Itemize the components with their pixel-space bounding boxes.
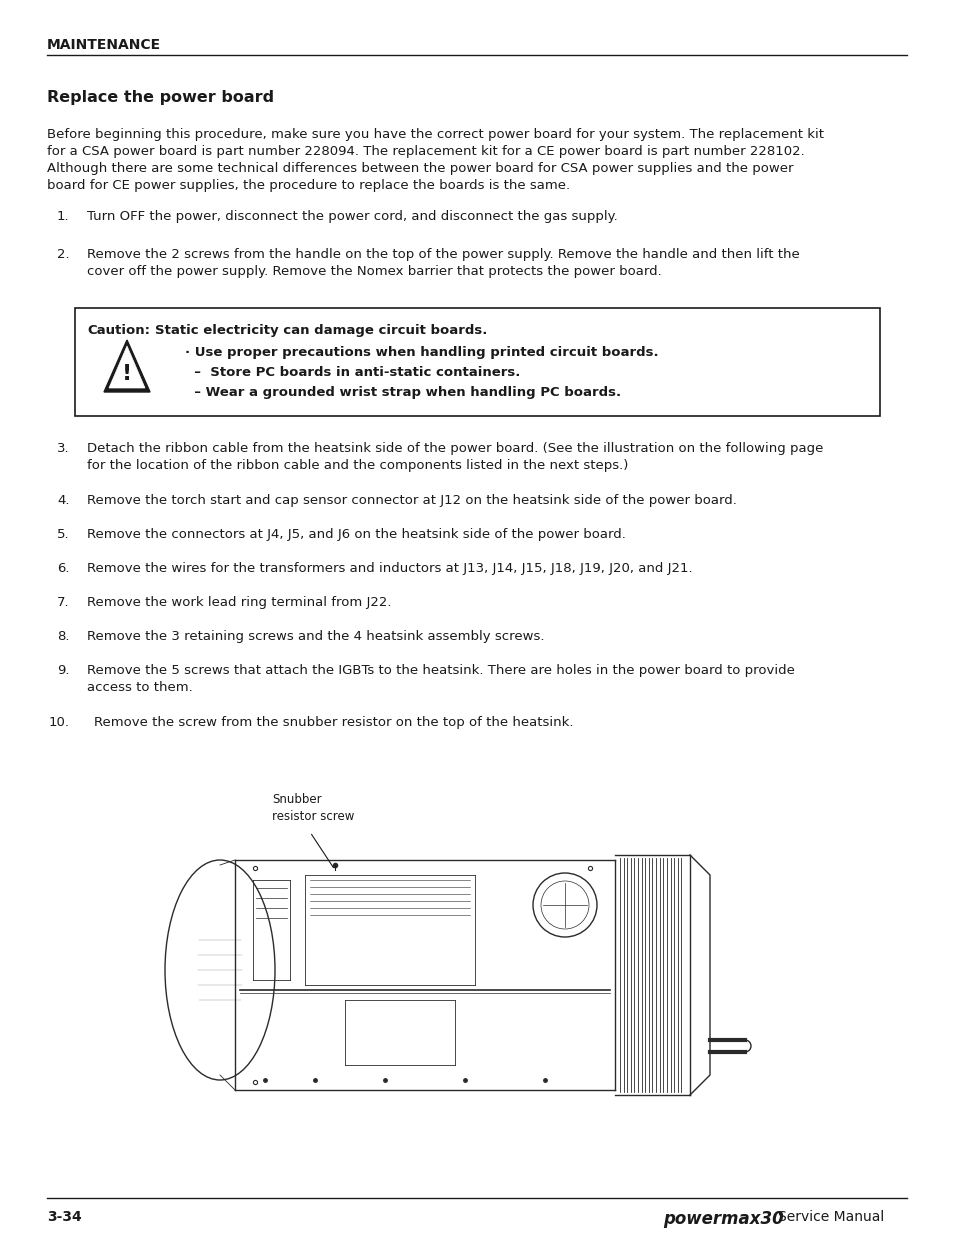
Text: powermax30: powermax30 [662, 1210, 783, 1228]
Text: !: ! [122, 364, 132, 384]
Text: Remove the connectors at J4, J5, and J6 on the heatsink side of the power board.: Remove the connectors at J4, J5, and J6 … [87, 529, 625, 541]
Text: 6.: 6. [57, 562, 70, 576]
Text: 1.: 1. [57, 210, 70, 224]
Text: Detach the ribbon cable from the heatsink side of the power board. (See the illu: Detach the ribbon cable from the heatsin… [87, 442, 822, 454]
Bar [75, 308, 879, 416]
Text: MAINTENANCE: MAINTENANCE [47, 38, 161, 52]
Text: Remove the 5 screws that attach the IGBTs to the heatsink. There are holes in th: Remove the 5 screws that attach the IGBT… [87, 664, 794, 677]
Text: Static electricity can damage circuit boards.: Static electricity can damage circuit bo… [154, 324, 487, 337]
Text: 3-34: 3-34 [47, 1210, 82, 1224]
Text: Remove the wires for the transformers and inductors at J13, J14, J15, J18, J19, : Remove the wires for the transformers an… [87, 562, 692, 576]
Text: · Use proper precautions when handling printed circuit boards.: · Use proper precautions when handling p… [185, 346, 658, 359]
Text: Replace the power board: Replace the power board [47, 90, 274, 105]
Polygon shape [104, 340, 150, 391]
Text: Service Manual: Service Manual [778, 1210, 883, 1224]
Polygon shape [109, 346, 145, 388]
Text: access to them.: access to them. [87, 680, 193, 694]
Text: Although there are some technical differences between the power board for CSA po: Although there are some technical differ… [47, 162, 793, 175]
Text: –  Store PC boards in anti-static containers.: – Store PC boards in anti-static contain… [185, 366, 519, 379]
Text: Remove the 3 retaining screws and the 4 heatsink assembly screws.: Remove the 3 retaining screws and the 4 … [87, 630, 544, 643]
Text: Remove the work lead ring terminal from J22.: Remove the work lead ring terminal from … [87, 597, 391, 609]
Text: 3.: 3. [57, 442, 70, 454]
Text: Caution:: Caution: [87, 324, 150, 337]
Text: Turn OFF the power, disconnect the power cord, and disconnect the gas supply.: Turn OFF the power, disconnect the power… [87, 210, 618, 224]
Text: 2.: 2. [57, 248, 70, 261]
Text: for the location of the ribbon cable and the components listed in the next steps: for the location of the ribbon cable and… [87, 459, 628, 472]
Text: 8.: 8. [57, 630, 70, 643]
Text: Remove the screw from the snubber resistor on the top of the heatsink.: Remove the screw from the snubber resist… [94, 716, 573, 729]
Text: 9.: 9. [57, 664, 70, 677]
Text: – Wear a grounded wrist strap when handling PC boards.: – Wear a grounded wrist strap when handl… [185, 387, 620, 399]
Text: 10.: 10. [49, 716, 70, 729]
Text: cover off the power supply. Remove the Nomex barrier that protects the power boa: cover off the power supply. Remove the N… [87, 266, 661, 278]
Text: board for CE power supplies, the procedure to replace the boards is the same.: board for CE power supplies, the procedu… [47, 179, 570, 191]
Text: Remove the torch start and cap sensor connector at J12 on the heatsink side of t: Remove the torch start and cap sensor co… [87, 494, 736, 508]
Text: resistor screw: resistor screw [272, 810, 354, 823]
Text: 4.: 4. [57, 494, 70, 508]
Text: for a CSA power board is part number 228094. The replacement kit for a CE power : for a CSA power board is part number 228… [47, 144, 804, 158]
Text: Snubber: Snubber [272, 793, 321, 806]
Text: Before beginning this procedure, make sure you have the correct power board for : Before beginning this procedure, make su… [47, 128, 823, 141]
Text: 7.: 7. [57, 597, 70, 609]
Text: Remove the 2 screws from the handle on the top of the power supply. Remove the h: Remove the 2 screws from the handle on t… [87, 248, 799, 261]
Text: 5.: 5. [57, 529, 70, 541]
